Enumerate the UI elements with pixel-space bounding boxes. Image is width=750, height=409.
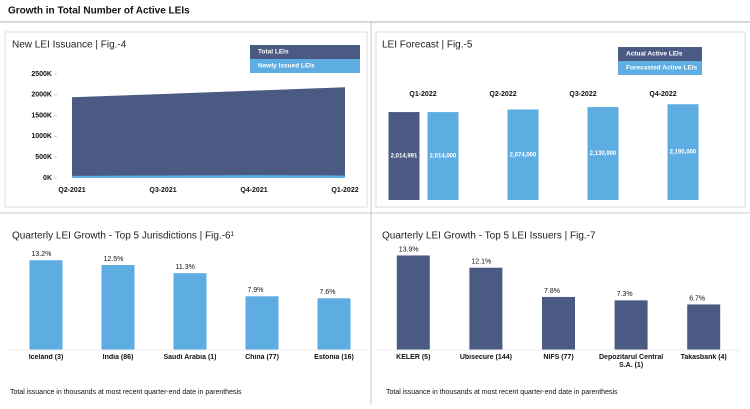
x-tick-label-box: NIFS (77): [543, 354, 574, 361]
area: [72, 87, 345, 178]
x-tick-label: Q4-2021: [240, 187, 267, 194]
footnote: Total issuance in thousands at most rece…: [386, 389, 618, 396]
value-label: 6.7%: [689, 295, 705, 302]
bar: [101, 265, 135, 350]
bar: [542, 296, 575, 350]
chart-title: LEI Forecast | Fig.-5: [382, 40, 473, 51]
chart-title: Quarterly LEI Growth - Top 5 Jurisdictio…: [12, 231, 235, 242]
legend-swatch: [250, 45, 360, 59]
x-tick-label: China (77): [245, 354, 279, 361]
bar: [507, 109, 539, 200]
x-tick-label: Iceland (3): [28, 354, 64, 361]
x-tick-label-box: India (86): [102, 354, 134, 361]
x-tick-label: Ubisecure (144): [459, 354, 512, 361]
x-tick-label: Estonia (16): [314, 354, 354, 361]
value-label: 2,074,000: [510, 152, 537, 158]
y-tick-label: 500K: [35, 154, 52, 161]
value-label: 12.1%: [471, 259, 491, 266]
x-tick-label-box: Estonia (16): [314, 354, 354, 361]
value-label: 11.3%: [176, 264, 195, 271]
bar: [667, 104, 699, 200]
x-tick-label: Q4-2022: [649, 91, 676, 98]
x-tick-label-box: Takasbank (4): [680, 354, 727, 361]
legend-swatch: [250, 59, 360, 73]
bar: [587, 107, 619, 200]
bar: [245, 296, 279, 350]
y-tick-label: 1500K: [31, 112, 52, 119]
x-tick-label: Q2-2021: [58, 187, 85, 194]
x-tick-label: NIFS (77): [543, 354, 574, 361]
value-label: 2,014,000: [430, 154, 457, 160]
bar: [469, 267, 503, 350]
footnote: Total issuance in thousands at most rece…: [10, 389, 242, 396]
x-tick-label: Q3-2021: [149, 187, 176, 194]
x-tick-label: Q1-2022: [331, 187, 358, 194]
bar: [427, 112, 459, 200]
bar: [687, 304, 721, 350]
value-label: 12.5%: [104, 256, 124, 263]
x-tick-label: Takasbank (4): [680, 354, 727, 361]
bar: [317, 298, 351, 350]
legend-swatch: [618, 61, 702, 75]
value-label: 13.9%: [399, 246, 419, 253]
x-tick-label: Depozitarul Central S.A. (1): [599, 354, 664, 370]
x-tick-label-box: Ubisecure (144): [459, 354, 512, 361]
x-tick-label: Q2-2022: [489, 91, 516, 98]
value-label: 13.2%: [32, 251, 52, 258]
bar: [173, 273, 207, 350]
panel: [375, 31, 746, 208]
x-tick-label-box: KELER (5): [396, 354, 431, 361]
y-tick-label: 2000K: [31, 92, 52, 99]
x-tick-label: KELER (5): [396, 354, 431, 361]
panel: [4, 31, 368, 208]
chart-title: New LEI Issuance | Fig.-4: [12, 40, 127, 51]
x-tick-label-box: Iceland (3): [28, 354, 64, 361]
chart-title: Quarterly LEI Growth - Top 5 LEI Issuers…: [382, 231, 596, 242]
value-label: 2,130,000: [590, 151, 617, 157]
x-tick-label: India (86): [102, 354, 134, 361]
value-label: 7.6%: [320, 289, 336, 296]
legend-label: Forecasted Active LEIs: [626, 65, 698, 72]
bar: [614, 300, 648, 350]
bar: [29, 260, 63, 350]
x-tick-label-box: Depozitarul Central S.A. (1): [599, 354, 664, 370]
legend-label: Total LEIs: [258, 49, 289, 56]
x-tick-label: Q3-2022: [569, 91, 596, 98]
value-label: 7.8%: [544, 288, 560, 295]
value-label: 2,014,991: [391, 154, 418, 160]
legend-label: Newly Issued LEIs: [258, 63, 315, 70]
bar: [388, 112, 420, 200]
y-tick-label: 2500K: [31, 71, 52, 78]
legend-label: Actual Active LEIs: [626, 51, 683, 58]
x-tick-label: Saudi Arabia (1): [163, 354, 217, 361]
value-label: 2,195,000: [670, 150, 697, 156]
x-tick-label-box: China (77): [245, 354, 279, 361]
y-tick-label: 0K: [43, 175, 52, 182]
area: [72, 175, 345, 178]
y-tick-label: 1000K: [31, 133, 52, 140]
value-label: 7.9%: [248, 287, 264, 294]
bar: [396, 255, 430, 350]
legend-swatch: [618, 47, 702, 61]
value-label: 7.3%: [617, 291, 633, 298]
page-title: Growth in Total Number of Active LEIs: [8, 6, 190, 17]
x-tick-label-box: Saudi Arabia (1): [163, 354, 217, 361]
x-tick-label: Q1-2022: [409, 91, 436, 98]
